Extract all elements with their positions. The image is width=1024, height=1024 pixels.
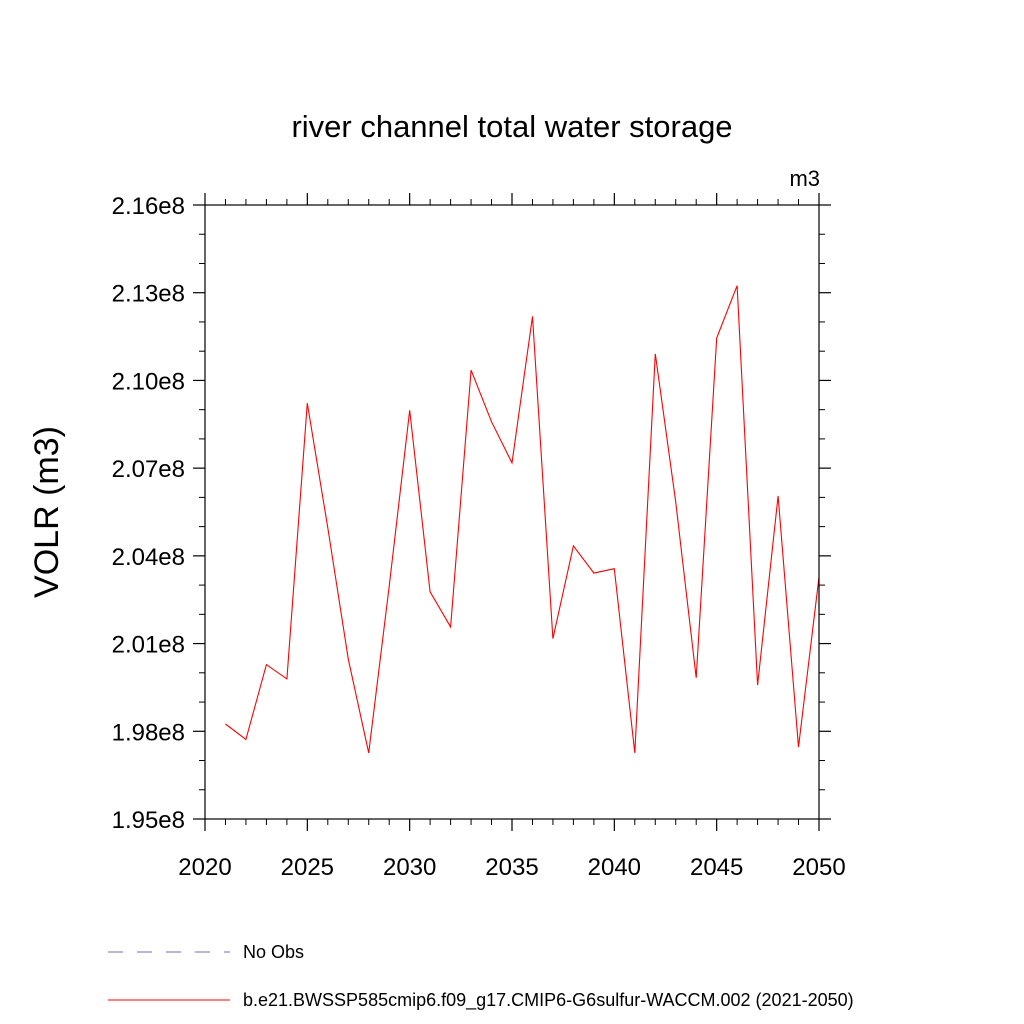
y-axis-label: VOLR (m3) bbox=[28, 426, 66, 598]
y-tick-label: 2.13e8 bbox=[112, 281, 185, 308]
chart-title: river channel total water storage bbox=[291, 109, 732, 144]
y-tick-label: 2.07e8 bbox=[112, 456, 185, 483]
x-tick-label: 2050 bbox=[792, 854, 845, 881]
y-tick-label: 1.98e8 bbox=[112, 719, 185, 746]
x-tick-label: 2020 bbox=[178, 854, 231, 881]
plot-frame bbox=[204, 204, 820, 820]
legend-label-1: No Obs bbox=[243, 942, 304, 962]
x-tick-label: 2040 bbox=[588, 854, 641, 881]
y-tick-label: 2.04e8 bbox=[112, 544, 185, 571]
y-tick-label: 2.16e8 bbox=[112, 193, 185, 220]
x-tick-label: 2025 bbox=[281, 854, 334, 881]
plot-lines bbox=[225, 285, 820, 754]
series-line-0 bbox=[225, 285, 820, 754]
x-tick-label: 2045 bbox=[690, 854, 743, 881]
units-label: m3 bbox=[789, 166, 820, 191]
legend: No Obs b.e21.BWSSP585cmip6.f09_g17.CMIP6-… bbox=[108, 942, 854, 1011]
y-tick-label: 1.95e8 bbox=[112, 807, 185, 834]
x-tick-label: 2035 bbox=[485, 854, 538, 881]
y-tick-label: 2.10e8 bbox=[112, 368, 185, 395]
x-tick-label: 2030 bbox=[383, 854, 436, 881]
y-tick-label: 2.01e8 bbox=[112, 632, 185, 659]
axis-ticks bbox=[193, 193, 831, 831]
tick-labels: 2020 2025 2030 2035 2040 2045 2050 1.95e8 1.98e8… bbox=[112, 193, 846, 881]
legend-label-0: b.e21.BWSSP585cmip6.f09_g17.CMIP6-G6sulf… bbox=[243, 990, 854, 1011]
